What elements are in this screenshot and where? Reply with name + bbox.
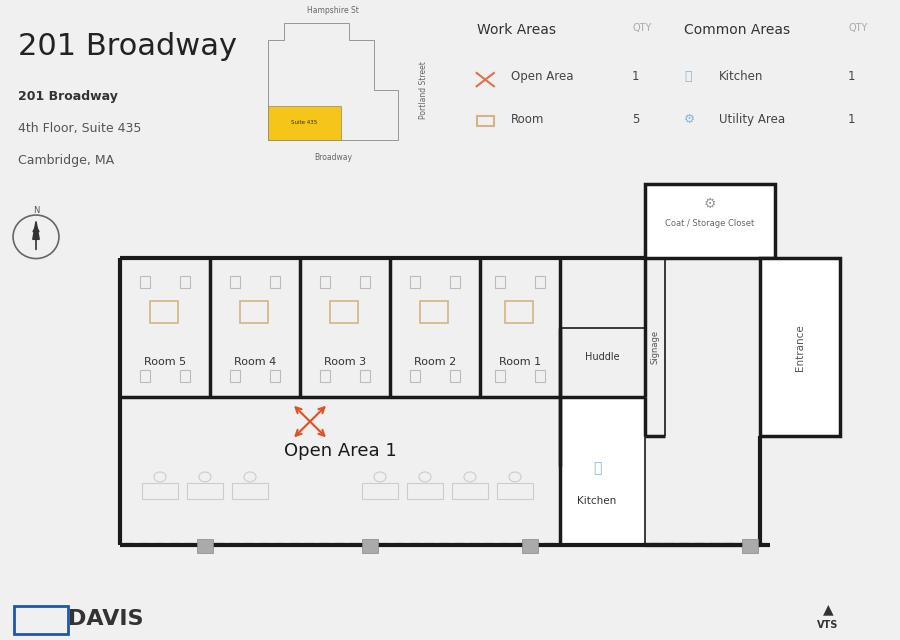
- Text: Room 5: Room 5: [144, 357, 186, 367]
- Bar: [495, 370, 505, 382]
- Text: Portland Street: Portland Street: [418, 61, 427, 118]
- Text: Room: Room: [511, 113, 544, 126]
- Text: ▲: ▲: [823, 602, 833, 616]
- Text: 🍴: 🍴: [684, 70, 691, 83]
- Text: VTS: VTS: [817, 620, 839, 630]
- Text: 201 Broadway: 201 Broadway: [18, 32, 237, 61]
- Bar: [560, 397, 645, 545]
- Text: N: N: [32, 206, 40, 215]
- Text: Huddle: Huddle: [585, 352, 619, 362]
- Text: 1: 1: [848, 113, 856, 126]
- Bar: [450, 370, 460, 382]
- Bar: [410, 370, 420, 382]
- Text: Hampshire St: Hampshire St: [307, 6, 359, 15]
- Bar: [645, 184, 775, 259]
- Text: Kitchen: Kitchen: [718, 70, 763, 83]
- Bar: [320, 276, 330, 288]
- Bar: [362, 483, 398, 499]
- Bar: [420, 301, 448, 323]
- Text: 4th Floor, Suite 435: 4th Floor, Suite 435: [18, 122, 141, 135]
- Bar: [180, 276, 190, 288]
- Text: Room 1: Room 1: [499, 357, 541, 367]
- Bar: [452, 483, 488, 499]
- Text: ⚙: ⚙: [684, 113, 695, 126]
- Text: 1: 1: [848, 70, 856, 83]
- Text: DAVIS: DAVIS: [68, 609, 143, 629]
- Bar: [230, 276, 240, 288]
- Text: Signage: Signage: [651, 330, 660, 364]
- Bar: [410, 276, 420, 288]
- Bar: [505, 301, 533, 323]
- Polygon shape: [268, 106, 341, 140]
- Text: 201 Broadway: 201 Broadway: [18, 90, 118, 102]
- Text: Open Area 1: Open Area 1: [284, 442, 396, 460]
- Text: Room 4: Room 4: [234, 357, 276, 367]
- Bar: [362, 540, 378, 553]
- Bar: [240, 301, 268, 323]
- Bar: [522, 540, 538, 553]
- Bar: [187, 483, 223, 499]
- Bar: [320, 370, 330, 382]
- Bar: [197, 540, 213, 553]
- Bar: [760, 259, 840, 436]
- Bar: [535, 276, 545, 288]
- Text: 5: 5: [632, 113, 640, 126]
- Bar: [142, 483, 178, 499]
- Text: 🍴: 🍴: [593, 461, 601, 475]
- Text: Entrance: Entrance: [795, 324, 805, 371]
- Bar: [180, 370, 190, 382]
- Text: Open Area: Open Area: [511, 70, 573, 83]
- Text: Cambridge, MA: Cambridge, MA: [18, 154, 114, 167]
- Bar: [495, 276, 505, 288]
- Bar: [232, 483, 268, 499]
- Bar: [270, 276, 280, 288]
- Bar: [407, 483, 443, 499]
- Text: Coat / Storage Closet: Coat / Storage Closet: [665, 220, 754, 228]
- Bar: [450, 276, 460, 288]
- Text: Work Areas: Work Areas: [477, 23, 555, 37]
- Text: Room 3: Room 3: [324, 357, 366, 367]
- Bar: [140, 370, 150, 382]
- Polygon shape: [32, 221, 40, 239]
- Text: Room 2: Room 2: [414, 357, 456, 367]
- Text: QTY: QTY: [632, 23, 652, 33]
- Text: 1: 1: [632, 70, 640, 83]
- Text: Suite 435: Suite 435: [291, 120, 317, 125]
- Text: Broadway: Broadway: [314, 153, 352, 162]
- Bar: [535, 370, 545, 382]
- Bar: [140, 276, 150, 288]
- Bar: [270, 370, 280, 382]
- Bar: [330, 301, 358, 323]
- Bar: [360, 370, 370, 382]
- Bar: [742, 540, 758, 553]
- Text: Utility Area: Utility Area: [718, 113, 785, 126]
- Text: Common Areas: Common Areas: [684, 23, 790, 37]
- Text: ⚙: ⚙: [704, 197, 716, 211]
- Bar: [230, 370, 240, 382]
- Bar: [150, 301, 178, 323]
- Text: Kitchen: Kitchen: [578, 495, 617, 506]
- Bar: [497, 483, 533, 499]
- Text: QTY: QTY: [848, 23, 868, 33]
- Bar: [360, 276, 370, 288]
